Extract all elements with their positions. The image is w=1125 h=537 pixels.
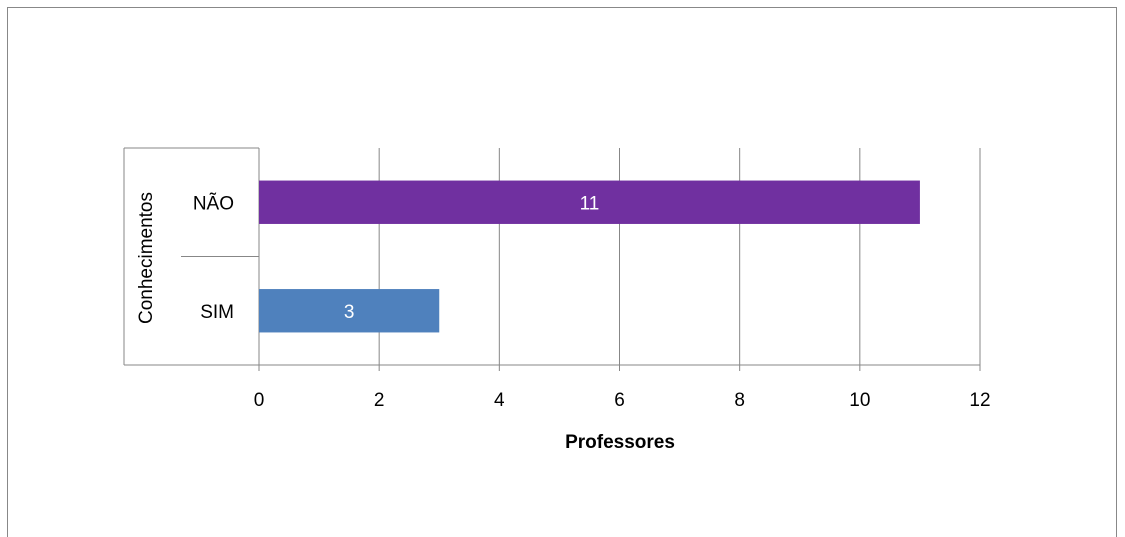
x-tick-label-2: 4 (494, 390, 505, 411)
y-axis-title: Conhecimentos (136, 192, 157, 324)
x-tick-labels: 0 2 4 6 8 10 12 (254, 390, 991, 411)
x-tick-label-6: 12 (969, 390, 990, 411)
x-tick-label-5: 10 (849, 390, 870, 411)
bars: 11 3 (259, 180, 920, 333)
category-label-0: NÃO (193, 192, 234, 214)
bar-0 (259, 180, 920, 224)
bar-1 (259, 289, 440, 333)
x-tick-label-1: 2 (374, 390, 385, 411)
x-tick-label-3: 6 (614, 390, 625, 411)
x-axis-title: Professores (565, 432, 675, 453)
category-label-1: SIM (200, 302, 234, 323)
x-tick-label-4: 8 (734, 390, 745, 411)
x-tick-label-0: 0 (254, 390, 265, 411)
chart-frame (7, 7, 1117, 537)
data-label-1: 3 (344, 302, 355, 323)
data-label-0: 11 (580, 193, 600, 214)
category-labels: NÃO SIM (193, 192, 234, 323)
